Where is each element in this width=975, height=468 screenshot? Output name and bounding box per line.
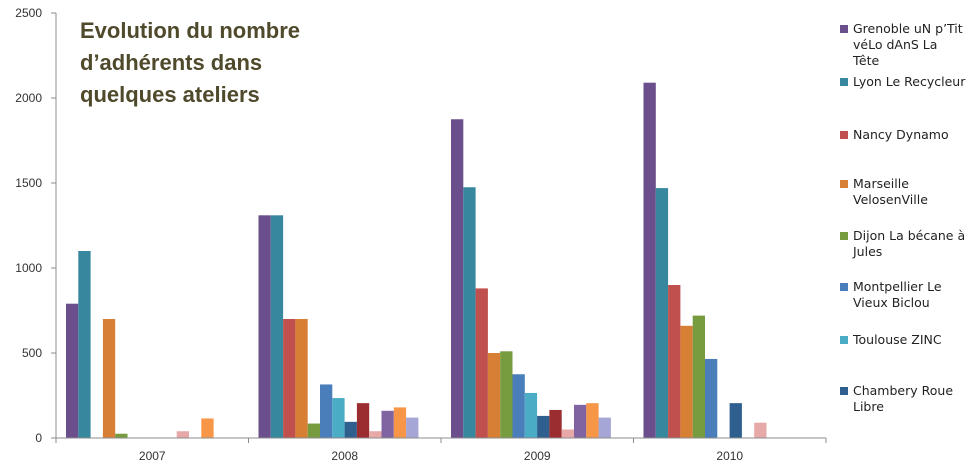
- bar-2008-series-13: [406, 417, 419, 438]
- chart-title-line: quelques ateliers: [80, 82, 260, 107]
- y-axis-tick-labels: 0 500 1000 1500 2000 2500: [15, 6, 42, 445]
- legend-label: Vieux Biclou: [853, 295, 930, 310]
- bar-2007-series-4: [102, 319, 116, 438]
- legend-label: Libre: [853, 399, 884, 414]
- bar-2009-series-1: [451, 119, 464, 438]
- bar-2009-series-8: [537, 415, 550, 438]
- legend-label: Montpellier Le: [853, 279, 942, 294]
- bar-2007-series-1: [66, 303, 79, 438]
- bar-2008-series-4: [295, 319, 308, 438]
- y-tick-label: 2500: [15, 6, 42, 20]
- chart-title-line: d’adhérents dans: [80, 50, 262, 75]
- x-tick-label: 2008: [331, 449, 358, 463]
- bar-2008-series-1: [258, 215, 271, 438]
- y-tick-label: 1500: [15, 176, 42, 190]
- bar-2009-series-4: [487, 353, 501, 438]
- legend-swatch: [840, 283, 848, 291]
- bar-2009-series-2: [463, 187, 476, 438]
- legend-swatch: [840, 387, 848, 395]
- legend-label: Marseille: [853, 176, 909, 191]
- bar-2010-series-3: [668, 285, 681, 438]
- y-tick-label: 500: [22, 346, 42, 360]
- bar-2007-series-2: [78, 251, 91, 438]
- legend-label: Toulouse ZINC: [852, 332, 942, 347]
- bar-2010-series-10: [754, 422, 767, 438]
- bar-2008-series-2: [270, 215, 284, 438]
- bar-2009-series-12: [586, 403, 599, 438]
- bar-2008-series-8: [344, 421, 357, 438]
- bar-2009-series-6: [512, 374, 525, 438]
- y-tick-label: 0: [35, 431, 42, 445]
- bar-2010-series-4: [680, 325, 693, 438]
- legend-swatch: [840, 78, 848, 86]
- legend-swatch: [840, 180, 848, 188]
- bar-2009-series-13: [598, 417, 611, 438]
- x-tick-label: 2007: [139, 449, 166, 463]
- legend-label: Dijon La bécane à: [853, 228, 965, 243]
- bar-2010-series-5: [692, 315, 705, 438]
- legend-item: Nancy Dynamo: [840, 127, 949, 142]
- legend-label: Tête: [852, 53, 879, 68]
- legend-swatch: [840, 232, 848, 240]
- legend-swatch: [840, 25, 848, 33]
- legend-swatch: [840, 131, 848, 139]
- bar-2010-series-1: [643, 82, 656, 438]
- x-tick-label: 2009: [524, 449, 551, 463]
- bar-2010-series-2: [655, 188, 669, 438]
- bar-2008-series-7: [332, 398, 345, 438]
- bar-2008-series-10: [369, 431, 382, 438]
- legend-item: Lyon Le Recycleur: [840, 74, 966, 89]
- bar-2009-series-10: [561, 429, 574, 438]
- legend-label: Grenoble uN p’Tit: [853, 21, 963, 36]
- bar-2009-series-11: [574, 404, 587, 438]
- x-axis-tick-labels: 2007 2008 2009 2010: [139, 449, 744, 463]
- y-tick-label: 1000: [15, 261, 42, 275]
- bar-2009-series-9: [549, 409, 562, 438]
- bar-2008-series-12: [393, 407, 407, 438]
- y-tick-label: 2000: [15, 91, 42, 105]
- bar-2008-series-6: [320, 384, 333, 438]
- legend-label: Lyon Le Recycleur: [853, 74, 966, 89]
- bar-2008-series-9: [356, 403, 370, 438]
- bar-2007-series-5: [115, 433, 128, 438]
- legend-label: Chambery Roue: [853, 383, 953, 398]
- bar-2010-series-8: [729, 403, 742, 438]
- bar-2008-series-3: [283, 319, 296, 438]
- chart-title-line: Evolution du nombre: [80, 18, 300, 43]
- bar-2007-series-12: [201, 418, 214, 438]
- legend-label: Nancy Dynamo: [853, 127, 949, 142]
- bar-2010-series-6: [705, 358, 718, 438]
- bar-2008-series-11: [381, 410, 394, 438]
- bar-2009-series-3: [475, 288, 488, 438]
- bars: [66, 82, 767, 438]
- chart-title: Evolution du nombre d’adhérents dans quelq…: [80, 18, 300, 107]
- x-tick-label: 2010: [716, 449, 743, 463]
- legend-label: véLo dAnS La: [853, 37, 937, 52]
- legend-label: VelosenVille: [853, 192, 928, 207]
- bar-2009-series-7: [524, 392, 538, 438]
- legend-swatch: [840, 336, 848, 344]
- legend-label: Jules: [852, 244, 882, 259]
- axes: [51, 12, 827, 443]
- bar-2008-series-5: [307, 423, 320, 438]
- legend-item: Toulouse ZINC: [840, 332, 942, 347]
- bar-2007-series-10: [176, 431, 189, 438]
- bar-2009-series-5: [500, 351, 513, 438]
